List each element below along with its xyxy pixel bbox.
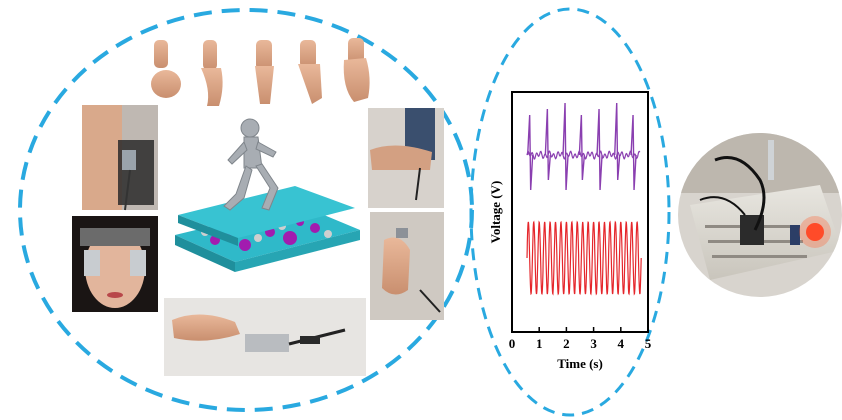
oscillation-series-line bbox=[526, 220, 642, 296]
hand-gestures-row bbox=[151, 38, 370, 106]
y-axis-label: Voltage (V) bbox=[488, 181, 503, 244]
spike-mark bbox=[544, 108, 552, 181]
chart-frame bbox=[511, 91, 649, 333]
chart-traces bbox=[526, 102, 642, 296]
spike-mark bbox=[562, 102, 569, 191]
open-hand-icon bbox=[343, 38, 370, 102]
runner-on-device-illustration bbox=[175, 118, 360, 272]
spike-mark bbox=[578, 114, 586, 181]
fist-hand-icon bbox=[151, 40, 181, 98]
x-axis-label: Time (s) bbox=[557, 356, 603, 371]
x-tick-label: 3 bbox=[590, 336, 597, 351]
spike-mark bbox=[630, 114, 637, 191]
x-axis-ticks: 0 1 2 3 4 5 bbox=[509, 327, 652, 351]
voltage-time-chart: 0 1 2 3 4 5 Voltage (V) Time (s) bbox=[488, 91, 652, 371]
spike-mark bbox=[614, 102, 621, 181]
bent-finger-hand-icon bbox=[201, 40, 223, 106]
spike-mark bbox=[596, 108, 603, 191]
pointing-hand-icon bbox=[255, 40, 274, 104]
foot-electrode-photo bbox=[368, 108, 444, 208]
chart-dashed-outline bbox=[469, 7, 671, 417]
finger-electrode-photo bbox=[370, 212, 444, 320]
spike-mark bbox=[526, 114, 534, 191]
x-tick-label: 4 bbox=[618, 336, 625, 351]
led-icon bbox=[806, 223, 824, 241]
privacy-bar bbox=[80, 228, 150, 246]
led-circuit-photo bbox=[678, 133, 842, 297]
x-tick-label: 1 bbox=[536, 336, 543, 351]
arm-electrode-photo bbox=[82, 105, 158, 211]
finger-press-photo bbox=[164, 298, 366, 376]
pointing-down-hand-icon bbox=[298, 40, 322, 104]
x-tick-label: 0 bbox=[509, 336, 516, 351]
face-electrode-photo bbox=[72, 216, 158, 312]
x-tick-label: 5 bbox=[645, 336, 652, 351]
x-tick-label: 2 bbox=[563, 336, 570, 351]
